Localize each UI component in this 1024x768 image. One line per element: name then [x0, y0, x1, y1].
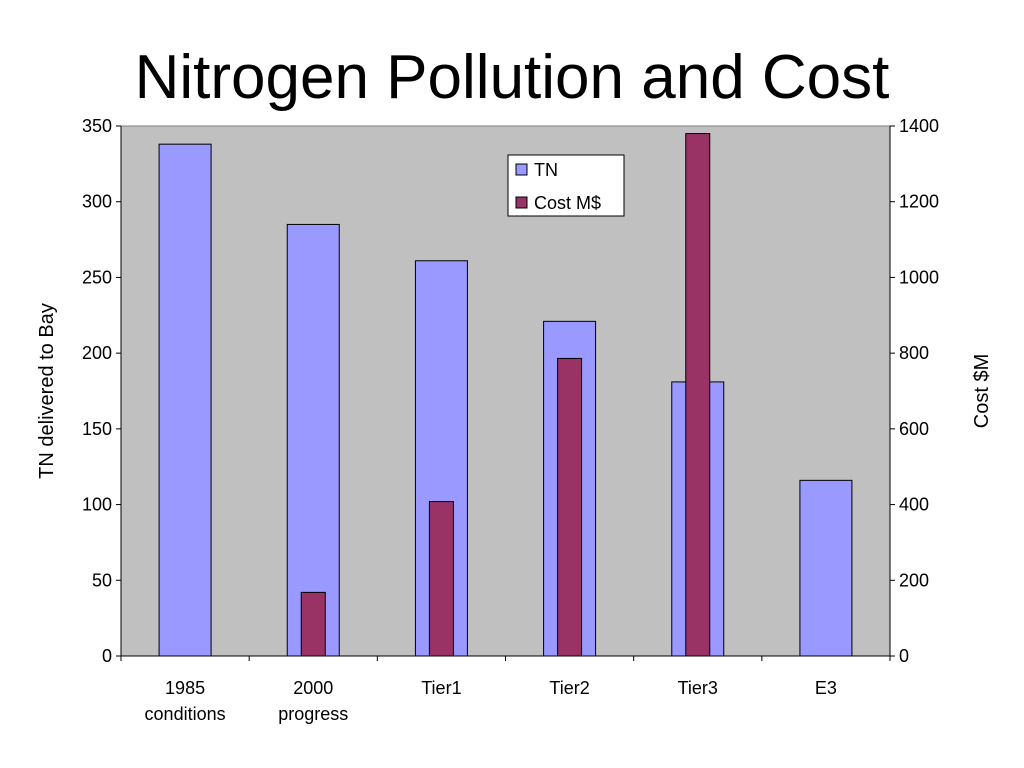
x-tick-label: 2000: [293, 678, 333, 698]
y-tick-label-right: 200: [899, 570, 929, 590]
legend: TN Cost M$: [507, 154, 625, 217]
x-tick-label: progress: [278, 704, 348, 724]
legend-swatch-cost: [515, 196, 528, 209]
cost-bar: [428, 501, 454, 657]
y-tick-label-left: 50: [92, 570, 112, 590]
x-tick-label: Tier1: [421, 678, 461, 698]
y-tick-label-right: 400: [899, 495, 929, 515]
y-tick-label-right: 1000: [899, 267, 939, 287]
legend-label-tn: TN: [534, 160, 558, 180]
y-tick-label-left: 100: [82, 495, 112, 515]
tn-bar: [799, 479, 853, 657]
legend-swatch-tn: [515, 163, 528, 176]
y-tick-label-left: 200: [82, 343, 112, 363]
cost-bar: [300, 591, 326, 657]
y-tick-label-left: 300: [82, 192, 112, 212]
axes: 0 50 100 150 200 250 300 350 0 200 400 600 800 1000 12…: [82, 116, 939, 724]
y-axis-title-left: TN delivered to Bay: [36, 303, 58, 479]
cost-bars: [300, 133, 711, 657]
y-axis-title-right: Cost $M: [971, 354, 993, 428]
y-tick-label-right: 0: [899, 646, 909, 666]
x-tick-label: Tier2: [549, 678, 589, 698]
y-tick-label-left: 250: [82, 267, 112, 287]
chart-title: Nitrogen Pollution and Cost: [134, 43, 890, 112]
y-tick-label-left: 150: [82, 419, 112, 439]
tn-bar: [286, 223, 340, 657]
y-tick-label-right: 600: [899, 419, 929, 439]
cost-bar: [557, 357, 583, 657]
plot-area: [120, 125, 891, 657]
y-tick-label-right: 800: [899, 343, 929, 363]
legend-label-cost: Cost M$: [534, 193, 601, 213]
x-tick-label: E3: [815, 678, 837, 698]
tn-bar: [158, 143, 212, 657]
y-tick-label-left: 350: [82, 116, 112, 136]
x-tick-label: 1985: [165, 678, 205, 698]
y-tick-label-right: 1400: [899, 116, 939, 136]
x-tick-label: conditions: [145, 704, 226, 724]
y-tick-label-right: 1200: [899, 192, 939, 212]
cost-bar: [685, 133, 711, 657]
y-tick-label-left: 0: [102, 646, 112, 666]
x-tick-label: Tier3: [678, 678, 718, 698]
